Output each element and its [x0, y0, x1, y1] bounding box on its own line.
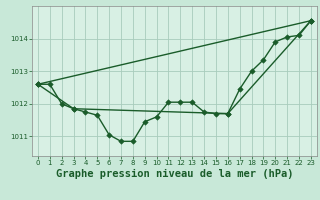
X-axis label: Graphe pression niveau de la mer (hPa): Graphe pression niveau de la mer (hPa) — [56, 169, 293, 179]
